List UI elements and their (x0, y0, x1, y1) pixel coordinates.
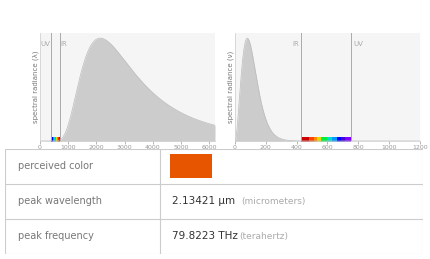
FancyBboxPatch shape (5, 149, 422, 254)
X-axis label: frequency (THz): frequency (THz) (296, 153, 357, 162)
Text: (terahertz): (terahertz) (239, 232, 287, 241)
Y-axis label: spectral radiance (ν): spectral radiance (ν) (227, 51, 233, 123)
X-axis label: wavelength (nm): wavelength (nm) (95, 153, 160, 162)
Text: 79.8223 THz: 79.8223 THz (172, 232, 237, 241)
Text: peak wavelength: peak wavelength (18, 197, 101, 206)
Text: UV: UV (40, 41, 50, 47)
Bar (170, 154, 212, 178)
Text: perceived color: perceived color (18, 161, 92, 171)
Text: 2.13421 μm: 2.13421 μm (172, 197, 235, 206)
Text: UV: UV (352, 41, 362, 47)
Y-axis label: spectral radiance (λ): spectral radiance (λ) (32, 51, 39, 123)
Text: IR: IR (292, 41, 298, 47)
Text: peak frequency: peak frequency (18, 232, 93, 241)
Text: (micrometers): (micrometers) (241, 197, 305, 206)
Text: IR: IR (61, 41, 67, 47)
